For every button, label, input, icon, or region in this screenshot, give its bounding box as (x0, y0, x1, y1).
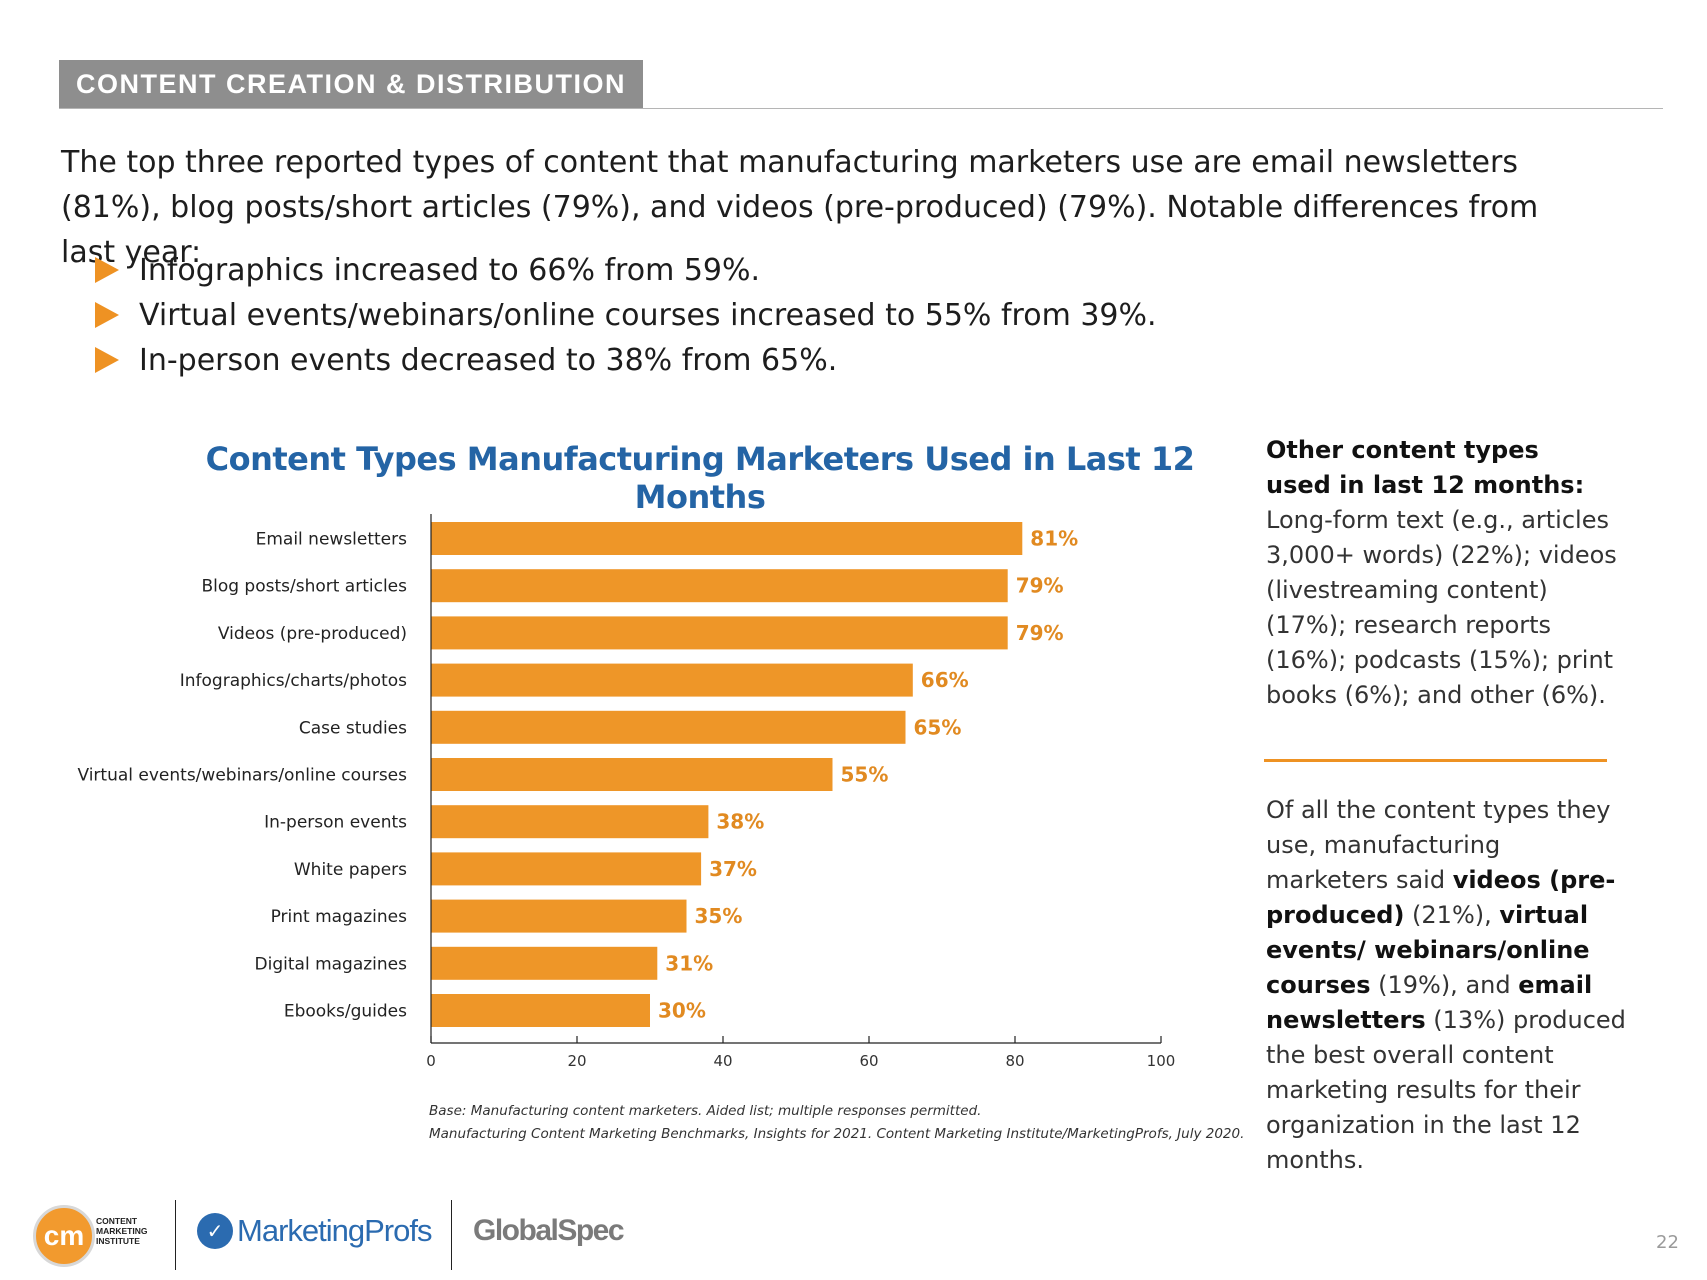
x-tick-label: 0 (426, 1052, 436, 1070)
other-content-types-note: Other content types used in last 12 mont… (1266, 433, 1626, 713)
category-label: Case studies (299, 718, 407, 738)
other-body: Long-form text (e.g., articles 3,000+ wo… (1266, 506, 1617, 709)
intro-paragraph: The top three reported types of content … (61, 145, 1539, 270)
category-label: White papers (294, 860, 407, 880)
bar (431, 852, 702, 886)
bar (431, 758, 833, 791)
bar (431, 899, 687, 933)
bullet-list: Infographics increased to 66% from 59%. … (95, 248, 1157, 383)
category-label: Print magazines (271, 907, 408, 927)
list-item: In-person events decreased to 38% from 6… (95, 338, 1157, 383)
bullet-text: Virtual events/webinars/online courses i… (139, 298, 1157, 333)
value-label: 79% (1016, 621, 1064, 645)
best-highlight: virtual events/ webinars/online courses (1266, 901, 1590, 999)
footer-divider (451, 1200, 452, 1270)
value-label: 55% (841, 763, 889, 787)
bar (431, 805, 709, 839)
bar (431, 663, 913, 697)
category-label: In-person events (264, 813, 407, 833)
chart-source: Base: Manufacturing content marketers. A… (429, 1100, 1244, 1146)
other-heading-line-1: Other content types (1266, 436, 1539, 464)
value-label: 30% (658, 999, 706, 1023)
other-heading-line-2: used in last 12 months: (1266, 471, 1585, 499)
value-label: 35% (695, 904, 743, 928)
bar (431, 616, 1008, 650)
list-item: Infographics increased to 66% from 59%. (95, 248, 1157, 293)
marketingprofs-logo-icon: ✓ (197, 1213, 233, 1249)
category-label: Digital magazines (255, 954, 408, 974)
bar (431, 946, 658, 980)
cmi-logo-icon: cm (33, 1205, 95, 1267)
x-tick-label: 20 (567, 1052, 586, 1070)
value-label: 81% (1030, 527, 1078, 551)
x-tick-label: 100 (1147, 1052, 1176, 1070)
list-item: Virtual events/webinars/online courses i… (95, 293, 1157, 338)
section-rule (59, 108, 1663, 109)
footer-logos: cm CONTENT MARKETING INSTITUTE ✓ Marketi… (30, 1190, 730, 1280)
best-text: (13%) produced the best overall content … (1266, 1006, 1626, 1174)
best-text: (19%), and (1370, 971, 1519, 999)
category-label: Infographics/charts/photos (180, 671, 407, 691)
category-label: Email newsletters (256, 530, 408, 550)
value-label: 37% (709, 857, 757, 881)
best-highlight: videos (pre-produced) (1266, 866, 1616, 929)
triangle-bullet-icon (95, 257, 119, 283)
x-tick-label: 80 (1005, 1052, 1024, 1070)
source-citation: Manufacturing Content Marketing Benchmar… (429, 1126, 1245, 1142)
bullet-text: In-person events decreased to 38% from 6… (139, 343, 838, 378)
bar (431, 710, 906, 744)
value-label: 38% (716, 810, 764, 834)
sidebar-divider (1264, 759, 1607, 762)
triangle-bullet-icon (95, 347, 119, 373)
bar (431, 994, 650, 1027)
chart-title: Content Types Manufacturing Marketers Us… (205, 440, 1195, 516)
x-tick-label: 60 (859, 1052, 878, 1070)
section-tag: CONTENT CREATION & DISTRIBUTION (59, 60, 643, 109)
bar (431, 522, 1023, 555)
category-label: Ebooks/guides (284, 1002, 407, 1022)
best-text: (21%), (1404, 901, 1500, 929)
best-text: Of all the content types they use, manuf… (1266, 796, 1611, 894)
category-label: Videos (pre-produced) (218, 624, 407, 644)
marketingprofs-logo-text: MarketingProfs (237, 1213, 432, 1248)
x-tick-label: 40 (713, 1052, 732, 1070)
best-results-note: Of all the content types they use, manuf… (1266, 793, 1626, 1178)
footer-divider (175, 1200, 176, 1270)
cmi-logo-text: CONTENT MARKETING INSTITUTE (96, 1216, 148, 1246)
value-label: 65% (914, 715, 962, 739)
bar (431, 569, 1008, 603)
globalspec-logo-text: GlobalSpec (473, 1214, 625, 1247)
triangle-bullet-icon (95, 302, 119, 328)
page-number: 22 (1656, 1232, 1679, 1253)
category-label: Blog posts/short articles (201, 577, 407, 597)
value-label: 31% (665, 951, 713, 975)
bullet-text: Infographics increased to 66% from 59%. (139, 253, 761, 288)
source-base: Base: Manufacturing content marketers. A… (429, 1103, 982, 1119)
value-label: 66% (921, 668, 969, 692)
best-highlight: email newsletters (1266, 971, 1593, 1034)
value-label: 79% (1016, 574, 1064, 598)
category-label: Virtual events/webinars/online courses (77, 766, 407, 786)
